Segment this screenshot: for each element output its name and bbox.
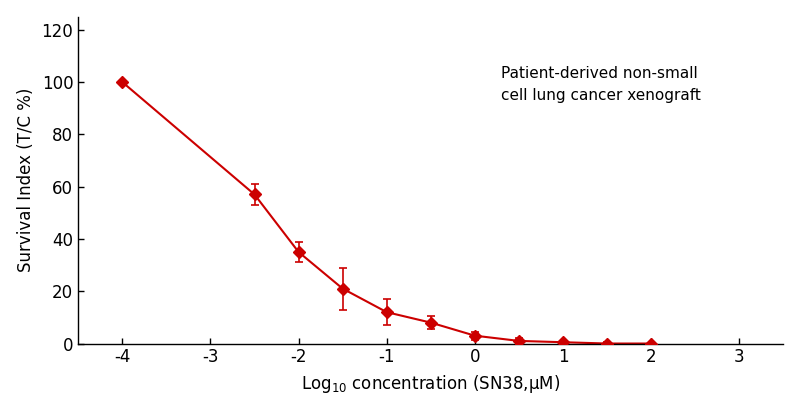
X-axis label: Log$_{10}$ concentration (SN38,μM): Log$_{10}$ concentration (SN38,μM) <box>302 373 560 396</box>
Y-axis label: Survival Index (T/C %): Survival Index (T/C %) <box>17 88 34 272</box>
Text: Patient-derived non-small
cell lung cancer xenograft: Patient-derived non-small cell lung canc… <box>502 66 701 103</box>
